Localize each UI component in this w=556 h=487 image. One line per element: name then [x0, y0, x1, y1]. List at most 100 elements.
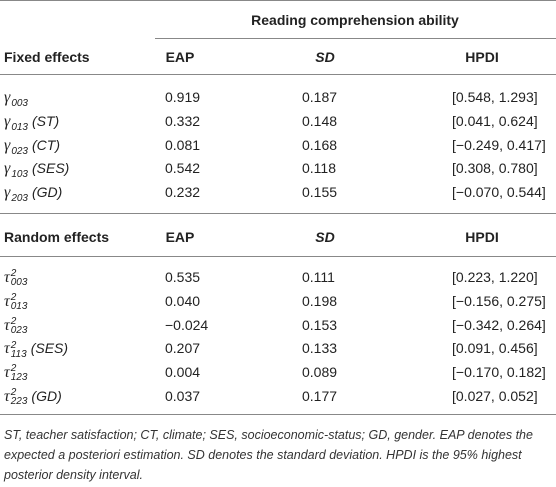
scripts: 103 — [11, 169, 28, 181]
value-cell: [0.548, 1.293] — [452, 89, 538, 105]
value-cell: 0.542 — [165, 160, 201, 177]
subscript: 003 — [10, 277, 28, 289]
row-label: γ 023 (CT) — [4, 135, 60, 157]
subscript: 003 — [11, 98, 28, 109]
section-header: Fixed effects — [4, 49, 90, 65]
value-cell: 0.040 — [165, 292, 201, 309]
row-label: γ 103 (SES) — [4, 158, 70, 181]
superscript: 2 — [10, 363, 17, 375]
value-cell: 0.207 — [165, 340, 201, 357]
scripts: 023 — [11, 145, 28, 157]
value-cell: [−0.070, 0.544] — [452, 184, 546, 201]
rule — [0, 213, 556, 214]
row-label: τ 2 123 — [4, 362, 28, 383]
value-cell: 0.037 — [165, 388, 201, 404]
row-label: γ 013 (ST) — [4, 111, 60, 133]
value-cell: 0.111 — [302, 269, 335, 285]
value-cell: [0.308, 0.780] — [452, 160, 538, 177]
rule — [0, 256, 556, 257]
column-header: EAP — [165, 49, 195, 65]
superscript: 2 — [10, 315, 17, 327]
superscript: 2 — [10, 268, 17, 280]
superscript: 2 — [10, 292, 17, 304]
symbol: γ — [4, 89, 11, 106]
value-cell: 0.118 — [302, 160, 336, 177]
value-cell: 0.133 — [302, 340, 338, 357]
footnote: ST, teacher satisfaction; CT, climate; S… — [4, 428, 533, 482]
symbol: γ — [4, 136, 11, 154]
scripts: 2 013 — [10, 292, 28, 313]
value-cell: 0.004 — [165, 364, 201, 381]
symbol: τ — [4, 388, 10, 405]
subscript: 223 — [10, 396, 28, 408]
scripts: 003 — [11, 98, 28, 109]
scripts: 2 223 — [10, 387, 28, 408]
label-note: (CT) — [32, 136, 60, 153]
section-header: Random effects — [4, 229, 110, 245]
value-cell: 0.081 — [165, 136, 201, 153]
value-cell: [−0.156, 0.275] — [452, 292, 546, 309]
symbol: γ — [4, 184, 11, 202]
subscript: 113 — [10, 348, 27, 360]
symbol: γ — [4, 112, 11, 130]
rule — [0, 74, 556, 75]
value-cell: 0.148 — [302, 112, 338, 129]
value-cell: 0.535 — [165, 269, 201, 285]
subscript: 023 — [11, 145, 28, 157]
scripts: 2 113 — [10, 339, 27, 360]
superscript: 2 — [10, 339, 17, 351]
subscript: 023 — [10, 324, 28, 336]
superscript: 2 — [10, 387, 17, 399]
symbol: τ — [4, 340, 10, 358]
row-label: γ 003 — [4, 87, 28, 109]
value-cell: 0.168 — [302, 136, 338, 153]
row-label: τ 2 023 — [4, 315, 27, 335]
subscript: 103 — [11, 169, 28, 181]
subscript: 013 — [11, 121, 28, 133]
symbol: τ — [4, 292, 10, 310]
symbol: τ — [4, 316, 10, 334]
row-label: γ 203 (GD) — [4, 182, 62, 205]
label-note: (SES) — [30, 340, 69, 357]
column-header: HPDI — [465, 49, 499, 65]
value-cell: 0.089 — [302, 364, 338, 381]
spanning-header: Reading comprehension ability — [251, 12, 459, 28]
symbol: τ — [4, 269, 10, 286]
scripts: 2 123 — [10, 363, 28, 383]
value-cell: [−0.342, 0.264] — [452, 316, 546, 333]
column-header: SD — [315, 229, 335, 245]
value-cell: 0.198 — [302, 292, 338, 309]
rule — [0, 0, 556, 1]
row-label: τ 2 113 (SES) — [4, 338, 69, 360]
value-cell: [0.027, 0.052] — [452, 388, 538, 404]
value-cell: [−0.249, 0.417] — [452, 136, 546, 153]
label-note: (SES) — [32, 160, 70, 177]
value-cell: 0.187 — [302, 89, 338, 105]
scripts: 013 — [11, 121, 28, 133]
value-cell: 0.332 — [165, 112, 201, 129]
value-cell: −0.024 — [165, 316, 209, 333]
scripts: 203 — [11, 193, 28, 205]
value-cell: 0.155 — [302, 184, 338, 201]
scripts: 2 003 — [10, 268, 28, 289]
subscript: 203 — [11, 193, 28, 205]
rule — [155, 38, 556, 39]
column-header: EAP — [165, 229, 195, 245]
row-label: τ 2 003 — [4, 267, 28, 289]
value-cell: [0.223, 1.220] — [452, 269, 538, 285]
value-cell: 0.232 — [165, 184, 201, 201]
subscript: 013 — [10, 301, 28, 313]
rule — [0, 414, 556, 415]
scripts: 2 023 — [10, 315, 28, 336]
row-label: τ 2 013 — [4, 291, 28, 313]
label-note: (ST) — [32, 112, 60, 129]
value-cell: 0.177 — [302, 388, 338, 404]
symbol: τ — [4, 364, 10, 382]
row-label: τ 2 223 (GD) — [4, 386, 62, 408]
value-cell: 0.153 — [302, 316, 338, 333]
label-note: (GD) — [31, 388, 62, 404]
value-cell: [−0.170, 0.182] — [452, 364, 546, 381]
column-header: SD — [315, 49, 335, 65]
value-cell: 0.919 — [165, 89, 201, 105]
